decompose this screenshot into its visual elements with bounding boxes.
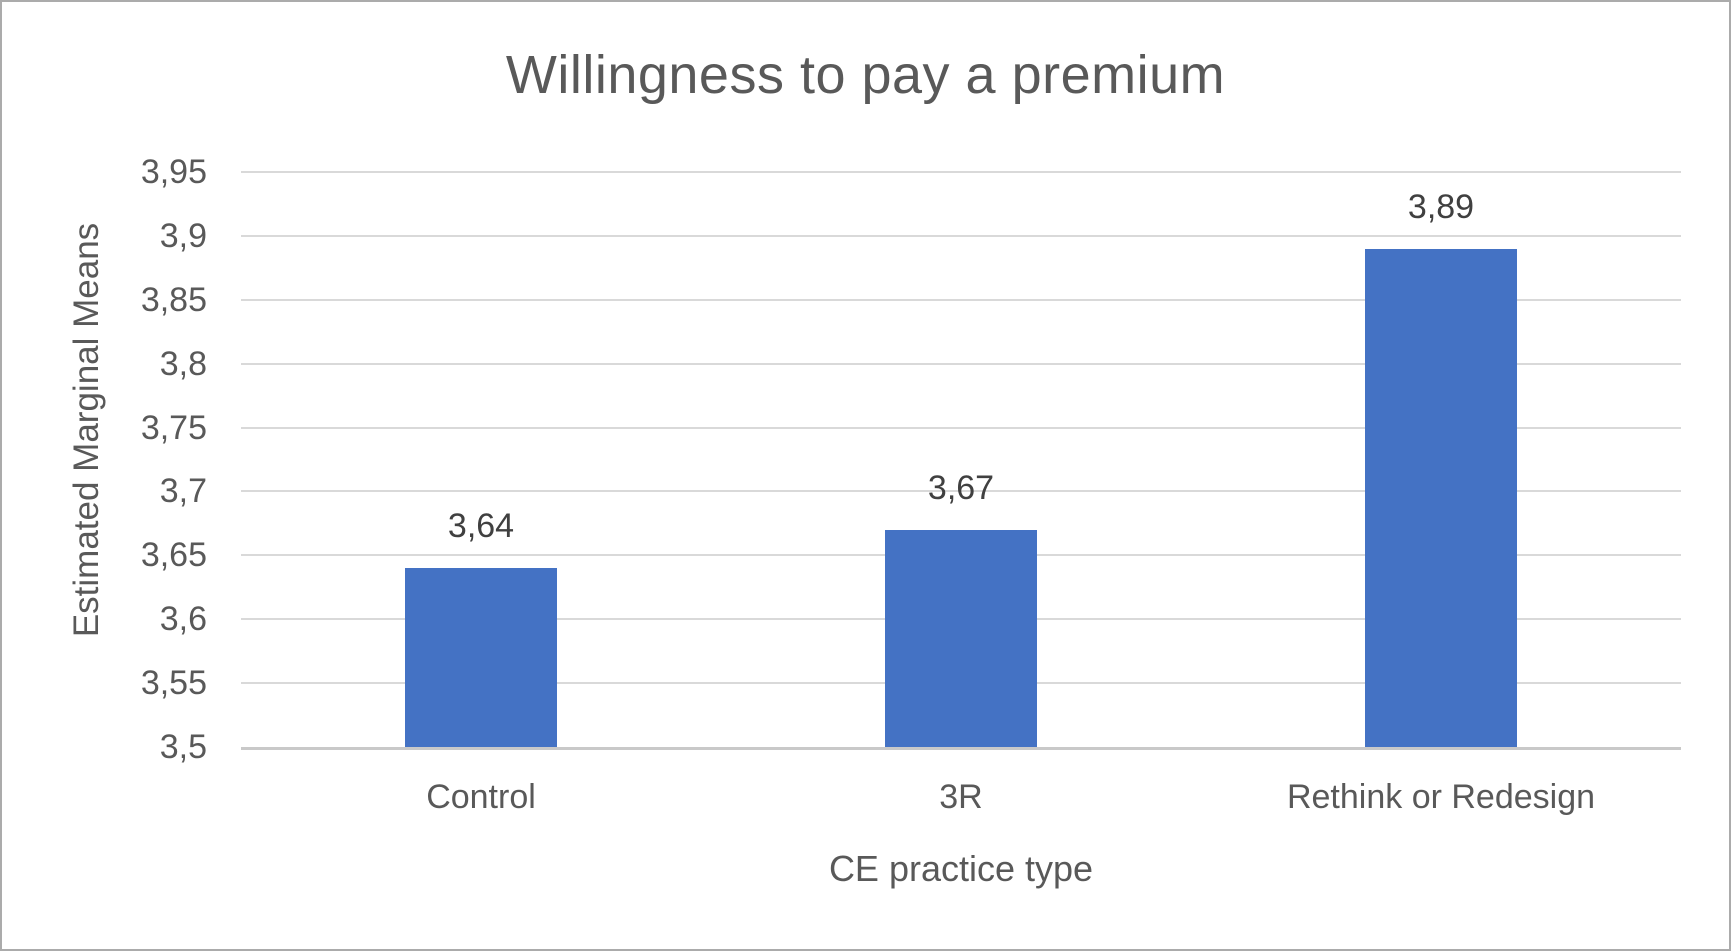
- gridline: [241, 490, 1681, 492]
- bar-3r: [885, 530, 1037, 747]
- y-tick-label: 3,75: [140, 409, 207, 447]
- category-label: 3R: [939, 778, 983, 816]
- y-tick-label: 3,5: [159, 728, 207, 766]
- gridline: [241, 363, 1681, 365]
- y-tick-label: 3,9: [159, 217, 207, 255]
- y-tick-label: 3,85: [140, 281, 207, 319]
- gridline: [241, 171, 1681, 173]
- category-label: Control: [426, 778, 536, 816]
- bar-rethink-or-redesign: [1365, 249, 1517, 747]
- x-axis-line: [241, 747, 1681, 750]
- y-tick-label: 3,8: [159, 345, 207, 383]
- y-tick-label: 3,55: [140, 664, 207, 702]
- gridline: [241, 299, 1681, 301]
- gridline: [241, 427, 1681, 429]
- data-label: 3,89: [1407, 188, 1475, 226]
- x-axis-title: CE practice type: [828, 848, 1094, 889]
- y-tick-label: 3,7: [159, 472, 207, 510]
- chart-title: Willingness to pay a premium: [505, 45, 1226, 105]
- y-tick-label: 3,95: [140, 153, 207, 191]
- category-label: Rethink or Redesign: [1286, 778, 1596, 816]
- data-label: 3,67: [927, 469, 995, 507]
- data-label: 3,64: [447, 507, 515, 545]
- gridline: [241, 235, 1681, 237]
- bar-control: [405, 568, 557, 747]
- y-tick-label: 3,6: [159, 600, 207, 638]
- y-tick-label: 3,65: [140, 536, 207, 574]
